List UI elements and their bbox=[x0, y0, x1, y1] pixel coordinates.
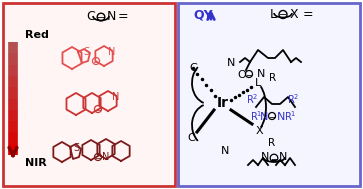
Text: =: = bbox=[303, 9, 313, 22]
FancyBboxPatch shape bbox=[3, 3, 175, 186]
Text: Red: Red bbox=[25, 30, 49, 40]
Text: −: − bbox=[270, 154, 278, 163]
FancyBboxPatch shape bbox=[178, 3, 360, 186]
Text: L: L bbox=[255, 78, 261, 88]
Text: −: − bbox=[92, 57, 100, 66]
Text: X: X bbox=[255, 126, 263, 136]
Text: $\mathregular{R^2}$: $\mathregular{R^2}$ bbox=[246, 92, 258, 106]
Text: N: N bbox=[108, 47, 116, 57]
Text: QY: QY bbox=[193, 9, 213, 22]
Text: NIR: NIR bbox=[25, 158, 47, 168]
Text: $\mathregular{R^1}$: $\mathregular{R^1}$ bbox=[250, 109, 262, 123]
Text: $\mathregular{R^1}$: $\mathregular{R^1}$ bbox=[284, 109, 296, 123]
Text: −: − bbox=[245, 70, 253, 79]
Text: N: N bbox=[257, 69, 265, 79]
Text: −: − bbox=[268, 112, 276, 121]
Text: $\mathregular{R^2}$: $\mathregular{R^2}$ bbox=[287, 92, 299, 106]
Text: N: N bbox=[277, 112, 285, 122]
Text: =: = bbox=[118, 11, 128, 23]
Text: −: − bbox=[94, 105, 102, 114]
Text: N: N bbox=[261, 152, 269, 162]
Text: −: − bbox=[279, 10, 287, 20]
Text: C: C bbox=[189, 63, 197, 73]
Text: C: C bbox=[87, 11, 95, 23]
Text: C: C bbox=[187, 133, 195, 143]
Text: −: − bbox=[97, 12, 105, 22]
Text: R: R bbox=[269, 73, 277, 83]
Text: N: N bbox=[279, 152, 287, 162]
Text: S: S bbox=[73, 143, 79, 153]
Text: Ir: Ir bbox=[217, 96, 229, 110]
Text: X: X bbox=[290, 9, 298, 22]
Text: R: R bbox=[268, 138, 276, 148]
Text: O: O bbox=[238, 70, 246, 80]
Text: S: S bbox=[83, 47, 89, 57]
Text: N: N bbox=[102, 152, 110, 162]
Text: N: N bbox=[106, 11, 116, 23]
Text: N: N bbox=[227, 58, 235, 68]
Text: N: N bbox=[260, 112, 268, 122]
Text: −: − bbox=[94, 153, 102, 162]
Text: L: L bbox=[269, 9, 277, 22]
Text: N: N bbox=[112, 92, 120, 102]
Text: N: N bbox=[221, 146, 229, 156]
